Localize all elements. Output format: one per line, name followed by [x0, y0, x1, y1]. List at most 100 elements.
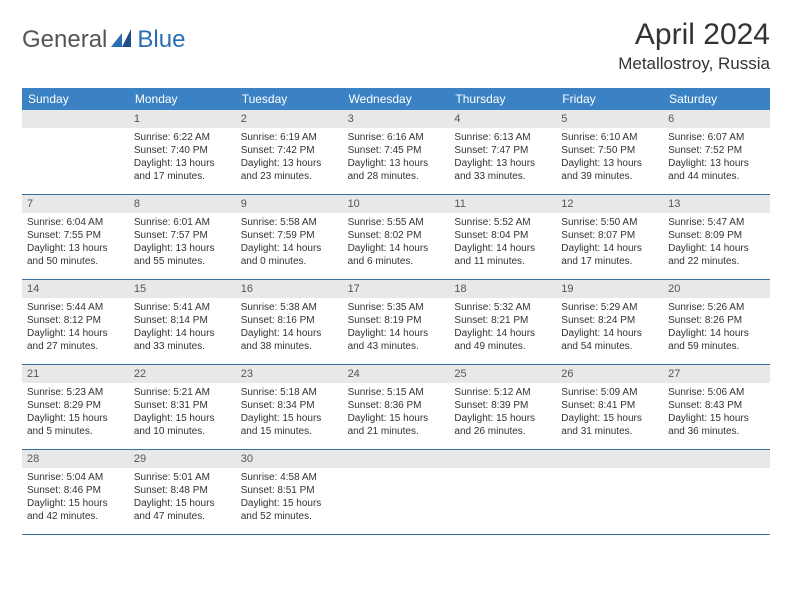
- day-number: 3: [343, 110, 450, 128]
- daylight-line-1: Daylight: 14 hours: [241, 242, 338, 255]
- day-number-empty: [343, 450, 450, 468]
- daylight-line-2: and 52 minutes.: [241, 510, 338, 523]
- daylight-line-2: and 47 minutes.: [134, 510, 231, 523]
- calendar-cell: 21Sunrise: 5:23 AMSunset: 8:29 PMDayligh…: [22, 365, 129, 449]
- logo-mark-icon: [111, 26, 133, 54]
- day-number-empty: [556, 450, 663, 468]
- day-number: 19: [556, 280, 663, 298]
- sunset-text: Sunset: 8:29 PM: [27, 399, 124, 412]
- cell-body: Sunrise: 5:50 AMSunset: 8:07 PMDaylight:…: [556, 213, 663, 273]
- week-row: 1Sunrise: 6:22 AMSunset: 7:40 PMDaylight…: [22, 110, 770, 195]
- day-number: 27: [663, 365, 770, 383]
- cell-body: Sunrise: 6:13 AMSunset: 7:47 PMDaylight:…: [449, 128, 556, 188]
- day-number: 21: [22, 365, 129, 383]
- day-number: 17: [343, 280, 450, 298]
- calendar-cell: 26Sunrise: 5:09 AMSunset: 8:41 PMDayligh…: [556, 365, 663, 449]
- sunrise-text: Sunrise: 5:50 AM: [561, 216, 658, 229]
- calendar-cell: 28Sunrise: 5:04 AMSunset: 8:46 PMDayligh…: [22, 450, 129, 534]
- calendar-cell: 22Sunrise: 5:21 AMSunset: 8:31 PMDayligh…: [129, 365, 236, 449]
- daylight-line-2: and 42 minutes.: [27, 510, 124, 523]
- calendar-cell: 25Sunrise: 5:12 AMSunset: 8:39 PMDayligh…: [449, 365, 556, 449]
- daylight-line-2: and 55 minutes.: [134, 255, 231, 268]
- daylight-line-1: Daylight: 13 hours: [348, 157, 445, 170]
- sunset-text: Sunset: 7:40 PM: [134, 144, 231, 157]
- sunset-text: Sunset: 8:31 PM: [134, 399, 231, 412]
- calendar-cell: [556, 450, 663, 534]
- calendar-cell: 24Sunrise: 5:15 AMSunset: 8:36 PMDayligh…: [343, 365, 450, 449]
- cell-body: Sunrise: 5:52 AMSunset: 8:04 PMDaylight:…: [449, 213, 556, 273]
- daylight-line-1: Daylight: 13 hours: [241, 157, 338, 170]
- calendar-cell: 2Sunrise: 6:19 AMSunset: 7:42 PMDaylight…: [236, 110, 343, 194]
- brand-word-1: General: [22, 26, 107, 54]
- day-header: Sunday: [22, 88, 129, 110]
- daylight-line-2: and 39 minutes.: [561, 170, 658, 183]
- sunrise-text: Sunrise: 5:55 AM: [348, 216, 445, 229]
- daylight-line-1: Daylight: 15 hours: [241, 412, 338, 425]
- daylight-line-2: and 43 minutes.: [348, 340, 445, 353]
- calendar-cell: 7Sunrise: 6:04 AMSunset: 7:55 PMDaylight…: [22, 195, 129, 279]
- sunrise-text: Sunrise: 5:38 AM: [241, 301, 338, 314]
- sunrise-text: Sunrise: 6:16 AM: [348, 131, 445, 144]
- daylight-line-1: Daylight: 13 hours: [27, 242, 124, 255]
- daylight-line-1: Daylight: 15 hours: [348, 412, 445, 425]
- sunset-text: Sunset: 8:43 PM: [668, 399, 765, 412]
- daylight-line-2: and 38 minutes.: [241, 340, 338, 353]
- daylight-line-2: and 15 minutes.: [241, 425, 338, 438]
- sunrise-text: Sunrise: 5:58 AM: [241, 216, 338, 229]
- day-number: 2: [236, 110, 343, 128]
- calendar-cell: 1Sunrise: 6:22 AMSunset: 7:40 PMDaylight…: [129, 110, 236, 194]
- cell-body: Sunrise: 5:12 AMSunset: 8:39 PMDaylight:…: [449, 383, 556, 443]
- sunrise-text: Sunrise: 5:32 AM: [454, 301, 551, 314]
- daylight-line-1: Daylight: 15 hours: [561, 412, 658, 425]
- day-number: 13: [663, 195, 770, 213]
- day-number: 16: [236, 280, 343, 298]
- calendar-cell: 16Sunrise: 5:38 AMSunset: 8:16 PMDayligh…: [236, 280, 343, 364]
- daylight-line-1: Daylight: 14 hours: [348, 327, 445, 340]
- cell-body: Sunrise: 5:21 AMSunset: 8:31 PMDaylight:…: [129, 383, 236, 443]
- daylight-line-2: and 5 minutes.: [27, 425, 124, 438]
- cell-body: Sunrise: 5:32 AMSunset: 8:21 PMDaylight:…: [449, 298, 556, 358]
- cell-body: Sunrise: 6:01 AMSunset: 7:57 PMDaylight:…: [129, 213, 236, 273]
- cell-body: Sunrise: 5:44 AMSunset: 8:12 PMDaylight:…: [22, 298, 129, 358]
- daylight-line-1: Daylight: 14 hours: [134, 327, 231, 340]
- daylight-line-2: and 28 minutes.: [348, 170, 445, 183]
- cell-body: Sunrise: 5:09 AMSunset: 8:41 PMDaylight:…: [556, 383, 663, 443]
- cell-body: Sunrise: 5:01 AMSunset: 8:48 PMDaylight:…: [129, 468, 236, 528]
- daylight-line-2: and 22 minutes.: [668, 255, 765, 268]
- day-number: 25: [449, 365, 556, 383]
- daylight-line-1: Daylight: 14 hours: [561, 327, 658, 340]
- cell-body: Sunrise: 5:04 AMSunset: 8:46 PMDaylight:…: [22, 468, 129, 528]
- cell-body: Sunrise: 6:10 AMSunset: 7:50 PMDaylight:…: [556, 128, 663, 188]
- daylight-line-1: Daylight: 13 hours: [454, 157, 551, 170]
- sunrise-text: Sunrise: 5:52 AM: [454, 216, 551, 229]
- sunrise-text: Sunrise: 6:04 AM: [27, 216, 124, 229]
- daylight-line-1: Daylight: 13 hours: [134, 157, 231, 170]
- daylight-line-1: Daylight: 15 hours: [454, 412, 551, 425]
- daylight-line-2: and 11 minutes.: [454, 255, 551, 268]
- header: General Blue April 2024 Metallostroy, Ru…: [22, 18, 770, 74]
- daylight-line-1: Daylight: 14 hours: [561, 242, 658, 255]
- sunrise-text: Sunrise: 5:21 AM: [134, 386, 231, 399]
- cell-body: Sunrise: 6:22 AMSunset: 7:40 PMDaylight:…: [129, 128, 236, 188]
- daylight-line-2: and 44 minutes.: [668, 170, 765, 183]
- daylight-line-2: and 27 minutes.: [27, 340, 124, 353]
- calendar-cell: 8Sunrise: 6:01 AMSunset: 7:57 PMDaylight…: [129, 195, 236, 279]
- daylight-line-1: Daylight: 14 hours: [454, 327, 551, 340]
- cell-body: Sunrise: 5:58 AMSunset: 7:59 PMDaylight:…: [236, 213, 343, 273]
- cell-body: Sunrise: 5:41 AMSunset: 8:14 PMDaylight:…: [129, 298, 236, 358]
- calendar-cell: [449, 450, 556, 534]
- daylight-line-1: Daylight: 15 hours: [27, 497, 124, 510]
- calendar-cell: 20Sunrise: 5:26 AMSunset: 8:26 PMDayligh…: [663, 280, 770, 364]
- sunset-text: Sunset: 8:09 PM: [668, 229, 765, 242]
- daylight-line-1: Daylight: 15 hours: [134, 497, 231, 510]
- sunrise-text: Sunrise: 5:01 AM: [134, 471, 231, 484]
- sunset-text: Sunset: 7:55 PM: [27, 229, 124, 242]
- daylight-line-1: Daylight: 15 hours: [134, 412, 231, 425]
- daylight-line-2: and 17 minutes.: [561, 255, 658, 268]
- calendar-cell: 4Sunrise: 6:13 AMSunset: 7:47 PMDaylight…: [449, 110, 556, 194]
- daylight-line-1: Daylight: 14 hours: [454, 242, 551, 255]
- day-header: Friday: [556, 88, 663, 110]
- day-header: Tuesday: [236, 88, 343, 110]
- sunrise-text: Sunrise: 5:23 AM: [27, 386, 124, 399]
- sunset-text: Sunset: 8:12 PM: [27, 314, 124, 327]
